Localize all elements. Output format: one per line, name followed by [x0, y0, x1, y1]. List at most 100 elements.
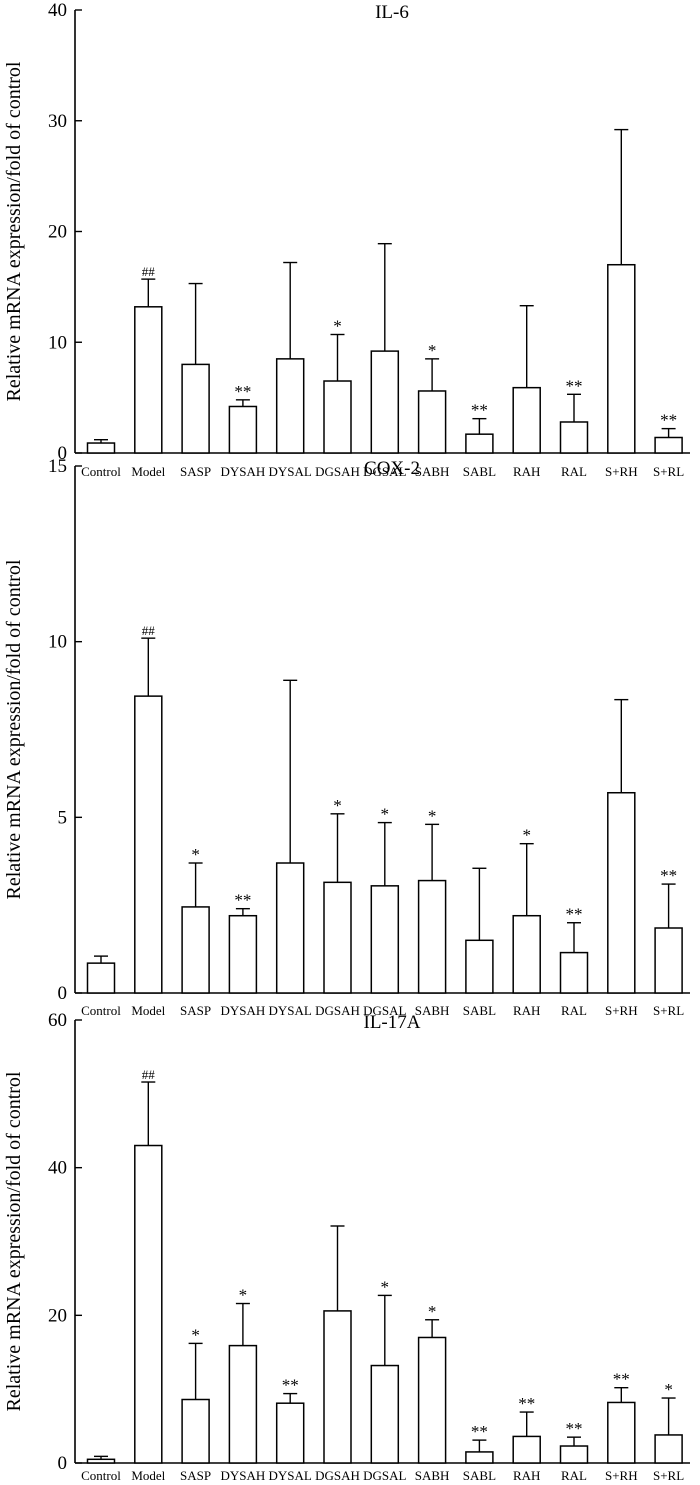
panel-3-bar-RAL: [559, 1445, 589, 1464]
panel-1-bar-RAL: [559, 421, 589, 454]
panel-3-title: IL-17A: [364, 1012, 421, 1033]
panel-3-significance-mark: *: [191, 1325, 200, 1344]
panel-3-significance-mark: **: [518, 1394, 535, 1413]
panel-2-category-label: RAH: [513, 1003, 540, 1018]
panel-2-bar-DYSAH: [228, 914, 258, 994]
panel-2-y-axis-label: Relative mRNA expression/fold of control: [3, 559, 25, 899]
panel-1-category-label: RAH: [513, 464, 540, 479]
panel-3-significance-mark: ##: [142, 1067, 156, 1082]
panel-3-category-label: S+RL: [653, 1468, 684, 1483]
panel-2-significance-mark: *: [191, 845, 200, 864]
panel-1-bar-SASP: [181, 363, 210, 454]
panel-1-y-tick-label: 30: [48, 111, 67, 132]
panel-3-category-label: SABH: [415, 1468, 450, 1483]
panel-1-category-label: Model: [131, 464, 165, 479]
panel-1-bar-DYSAL: [275, 358, 305, 454]
panel-3-bar-S+RL: [654, 1434, 683, 1464]
panel-1-significance-mark: *: [428, 341, 437, 360]
panel-2-bar-RAL: [559, 951, 589, 994]
panel-2-significance-mark: *: [381, 805, 390, 824]
panel-1-bar-DGSAL: [370, 350, 400, 454]
panel-1-y-tick-label: 0: [58, 443, 68, 464]
panel-1-bar-DYSAH: [228, 405, 258, 454]
panel-2-bar-Model: [134, 695, 163, 994]
panel-3-bar-S+RH: [607, 1401, 636, 1464]
panel-2-category-label: RAL: [561, 1003, 587, 1018]
panel-2-significance-mark: *: [333, 796, 342, 815]
panel-3-category-label: Model: [131, 1468, 165, 1483]
panel-2-category-label: S+RH: [605, 1003, 638, 1018]
panel-3-bar-RAH: [512, 1435, 541, 1464]
panel-2-y-tick-label: 5: [58, 807, 68, 828]
panel-1-category-label: DGSAL: [363, 464, 406, 479]
panel-1-category-label: DGSAH: [315, 464, 360, 479]
panel-1-y-tick-label: 40: [48, 0, 67, 21]
panel-2-title: COX-2: [364, 458, 420, 479]
panel-1-bar-DGSAH: [323, 380, 352, 454]
panel-2-bar-DGSAL: [370, 885, 400, 994]
panel-2-category-label: Control: [81, 1003, 121, 1018]
panel-3-significance-mark: *: [428, 1302, 437, 1321]
panel-3-bar-SABH: [417, 1336, 447, 1464]
panel-3-category-label: S+RH: [605, 1468, 638, 1483]
panel-3-category-label: RAL: [561, 1468, 587, 1483]
panel-3-significance-mark: *: [664, 1380, 673, 1399]
panel-2-category-label: Model: [131, 1003, 165, 1018]
panel-2-category-label: SASP: [180, 1003, 211, 1018]
panel-3-category-label: DYSAH: [221, 1468, 266, 1483]
panel-1-bar-S+RH: [607, 263, 636, 454]
panel-3-y-tick-label: 40: [48, 1158, 67, 1179]
panel-2-category-label: SABH: [415, 1003, 450, 1018]
panel-1-bar-RAH: [512, 386, 541, 454]
panel-2-bar-SABH: [417, 879, 447, 994]
panel-1-bar-SABH: [417, 390, 447, 454]
panel-3-bar-SASP: [181, 1398, 210, 1464]
panel-1-significance-mark: **: [471, 401, 488, 420]
panel-1-title: IL-6: [375, 2, 409, 23]
panel-3-bar-DGSAL: [370, 1364, 400, 1464]
panel-2-bar-S+RH: [607, 791, 636, 994]
panel-3-bar-DYSAH: [228, 1344, 258, 1464]
panel-3-y-tick-label: 60: [48, 1010, 67, 1031]
panel-3-bar-DGSAH: [323, 1310, 352, 1464]
panel-1-significance-mark: **: [566, 376, 583, 395]
panel-2-category-label: DGSAL: [363, 1003, 406, 1018]
panel-1-category-label: RAL: [561, 464, 587, 479]
panel-3-significance-mark: **: [566, 1419, 583, 1438]
panel-2-category-label: SABL: [463, 1003, 496, 1018]
panel-1-bar-SABL: [465, 433, 494, 454]
panel-3-category-label: RAH: [513, 1468, 540, 1483]
panel-2-significance-mark: **: [566, 905, 583, 924]
panel-2-category-label: S+RL: [653, 1003, 684, 1018]
panel-3-significance-mark: *: [239, 1286, 248, 1305]
panel-2-y-tick-label: 15: [48, 456, 67, 477]
panel-3-bar-SABL: [465, 1451, 494, 1464]
panel-1-y-tick-label: 10: [48, 332, 67, 353]
panel-3-bar-DYSAL: [275, 1402, 305, 1464]
panel-3-y-tick-label: 20: [48, 1305, 67, 1326]
panel-2-y-tick-label: 0: [58, 983, 68, 1004]
panel-1-significance-mark: *: [333, 316, 342, 335]
panel-1-bar-Model: [134, 306, 163, 454]
panel-1-y-tick-label: 20: [48, 222, 67, 243]
panel-2-y-tick-label: 10: [48, 632, 67, 653]
panel-1-bar-Control: [86, 442, 116, 454]
panel-3-category-label: Control: [81, 1468, 121, 1483]
panel-2-bar-DYSAL: [275, 862, 305, 994]
panel-3-category-label: SASP: [180, 1468, 211, 1483]
panel-3-category-label: DGSAL: [363, 1468, 406, 1483]
panel-2-significance-mark: **: [234, 891, 251, 910]
panel-2-significance-mark: **: [660, 866, 677, 885]
panel-1-category-label: SASP: [180, 464, 211, 479]
panel-2-bar-SASP: [181, 906, 210, 994]
panel-1-category-label: DYSAL: [269, 464, 312, 479]
panel-3-category-label: DYSAL: [269, 1468, 312, 1483]
panel-1-significance-mark: **: [234, 382, 251, 401]
panel-2-significance-mark: *: [522, 826, 531, 845]
panel-3-y-axis-label: Relative mRNA expression/fold of control: [3, 1071, 25, 1411]
panel-2-category-label: DGSAH: [315, 1003, 360, 1018]
panel-1-bar-S+RL: [654, 436, 683, 454]
panel-3-significance-mark: **: [471, 1422, 488, 1441]
panel-1-significance-mark: **: [660, 411, 677, 430]
